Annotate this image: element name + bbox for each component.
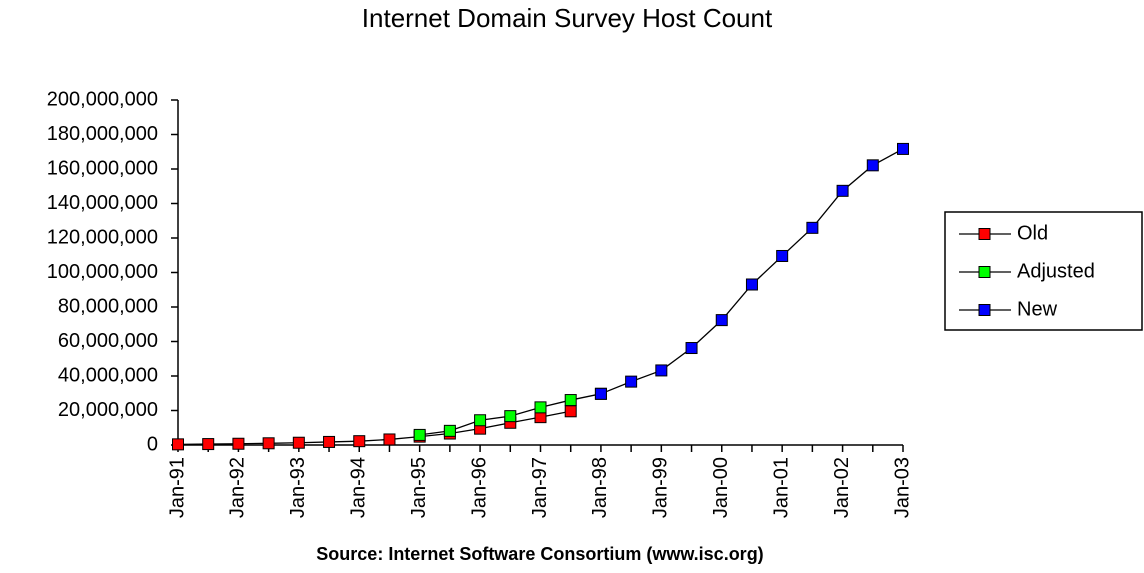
y-tick-label: 40,000,000 (58, 364, 158, 386)
legend-swatch (978, 228, 991, 240)
point (292, 436, 305, 449)
x-tick-label: Jan-00 (710, 457, 732, 518)
y-tick-label: 160,000,000 (47, 157, 158, 179)
point (504, 410, 517, 423)
x-tick-label: Jan-97 (529, 457, 551, 518)
point (172, 438, 184, 451)
point (806, 221, 819, 234)
point (383, 433, 396, 446)
point (564, 405, 577, 418)
point (776, 249, 789, 262)
x-tick-label: Jan-92 (227, 457, 249, 518)
y-tick-label: 80,000,000 (58, 295, 158, 317)
point (625, 375, 638, 388)
x-tick-label: Jan-03 (891, 457, 913, 518)
point (897, 142, 909, 155)
point (564, 394, 577, 407)
point (353, 435, 366, 448)
x-tick-label: Jan-93 (287, 457, 309, 518)
legend-label: Old (1017, 222, 1048, 244)
y-tick-label: 100,000,000 (47, 261, 158, 283)
series-line (600, 148, 904, 395)
point (534, 401, 547, 414)
point (866, 159, 879, 172)
point (594, 387, 607, 400)
x-tick-label: Jan-95 (408, 457, 430, 518)
y-tick-label: 140,000,000 (47, 192, 158, 214)
legend-swatch (978, 266, 991, 278)
x-tick-label: Jan-96 (468, 457, 490, 518)
point (745, 278, 758, 291)
chart-title: Internet Domain Survey Host Count (362, 3, 773, 33)
point (443, 424, 456, 437)
x-axis-label: Source: Internet Software Consortium (ww… (316, 544, 763, 564)
point (655, 364, 668, 377)
y-tick-label: 120,000,000 (47, 226, 158, 248)
x-tick-label: Jan-01 (770, 457, 792, 518)
point (836, 184, 849, 197)
point (685, 342, 698, 355)
x-tick-label: Jan-02 (831, 457, 853, 518)
point (323, 435, 336, 448)
legend-swatch (978, 304, 991, 316)
legend-label: Adjusted (1017, 260, 1095, 282)
legend-label: New (1017, 298, 1058, 320)
y-tick-label: 200,000,000 (47, 88, 158, 110)
x-tick-label: Jan-98 (589, 457, 611, 518)
x-tick-label: Jan-99 (650, 457, 672, 518)
y-tick-label: 60,000,000 (58, 330, 158, 352)
y-tick-label: 20,000,000 (58, 399, 158, 421)
x-tick-label: Jan-94 (348, 457, 370, 518)
y-tick-label: 0 (147, 433, 158, 455)
point (232, 437, 245, 450)
y-tick-label: 180,000,000 (47, 123, 158, 145)
x-tick-label: Jan-91 (166, 457, 188, 518)
point (474, 414, 487, 427)
point (715, 314, 728, 327)
point (262, 437, 275, 450)
point (413, 428, 426, 441)
point (202, 438, 215, 451)
